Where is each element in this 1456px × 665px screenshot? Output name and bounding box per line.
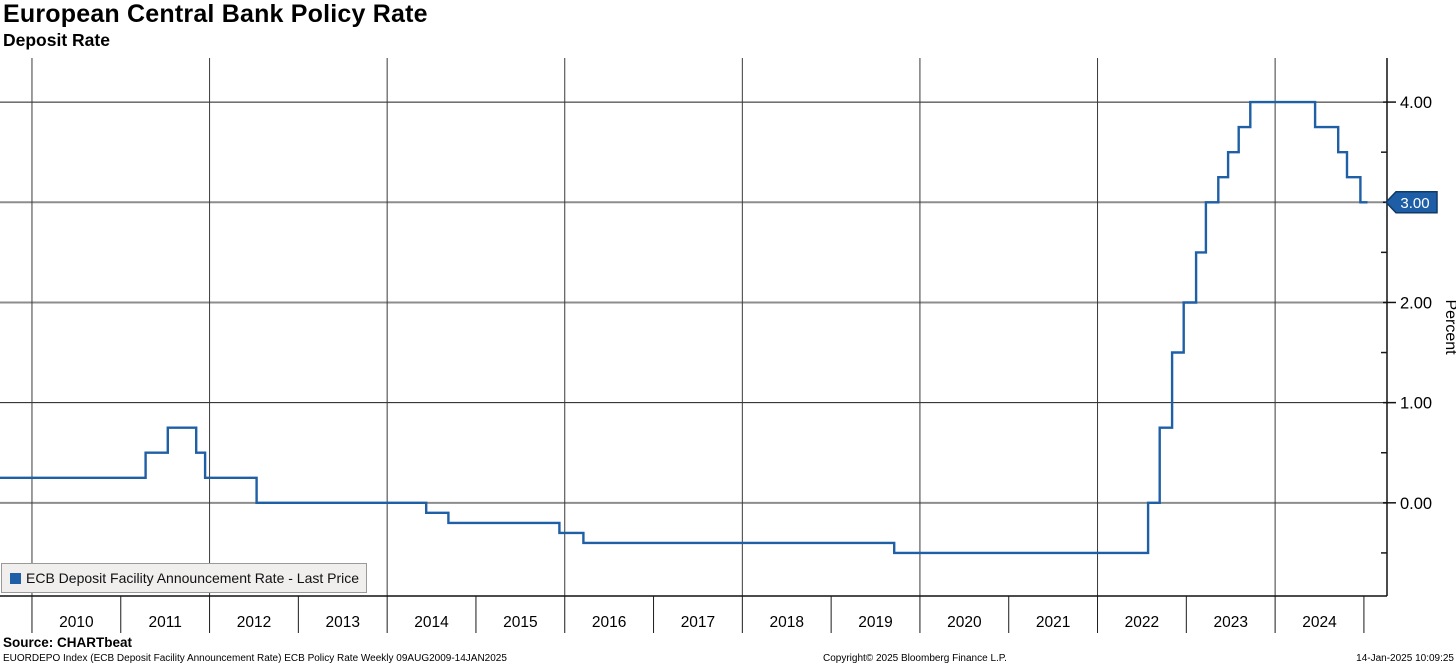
x-tick-label: 2016	[592, 614, 626, 631]
ticker-description: EUORDEPO Index (ECB Deposit Facility Ann…	[3, 653, 507, 664]
x-tick-label: 2023	[1213, 614, 1247, 631]
x-tick-label: 2018	[769, 614, 803, 631]
x-tick-label: 2020	[947, 614, 982, 631]
x-tick-label: 2024	[1302, 614, 1337, 631]
y-axis-title: Percent	[1442, 299, 1456, 355]
last-price-label: 3.00	[1400, 195, 1429, 212]
x-tick-label: 2015	[503, 614, 537, 631]
chart-subtitle: Deposit Rate	[3, 30, 110, 50]
last-price-badge	[1384, 191, 1438, 214]
copyright-notice: Copyright© 2025 Bloomberg Finance L.P.	[823, 653, 1007, 664]
x-tick-label: 2014	[414, 614, 449, 631]
x-tick-label: 2010	[59, 614, 94, 631]
y-tick-label: 2.00	[1400, 294, 1432, 312]
x-tick-label: 2013	[326, 614, 360, 631]
timestamp: 14-Jan-2025 10:09:25	[1356, 653, 1454, 664]
y-tick-label: 4.00	[1400, 94, 1432, 112]
source-label: Source: CHARTbeat	[3, 635, 133, 650]
price-line	[0, 100, 1368, 555]
x-tick-label: 2021	[1036, 614, 1070, 631]
x-tick-label: 2011	[148, 614, 181, 631]
y-tick-label: 0.00	[1400, 495, 1432, 513]
y-tick-label: 1.00	[1400, 395, 1432, 413]
legend: ECB Deposit Facility Announcement Rate -…	[1, 563, 367, 593]
legend-swatch-icon	[10, 572, 21, 584]
page-title: European Central Bank Policy Rate	[3, 0, 428, 28]
x-tick-label: 2022	[1125, 614, 1159, 631]
x-tick-label: 2012	[237, 614, 271, 631]
x-tick-label: 2019	[858, 614, 892, 631]
legend-item[interactable]: ECB Deposit Facility Announcement Rate -…	[26, 570, 360, 586]
x-tick-label: 2017	[681, 614, 715, 631]
